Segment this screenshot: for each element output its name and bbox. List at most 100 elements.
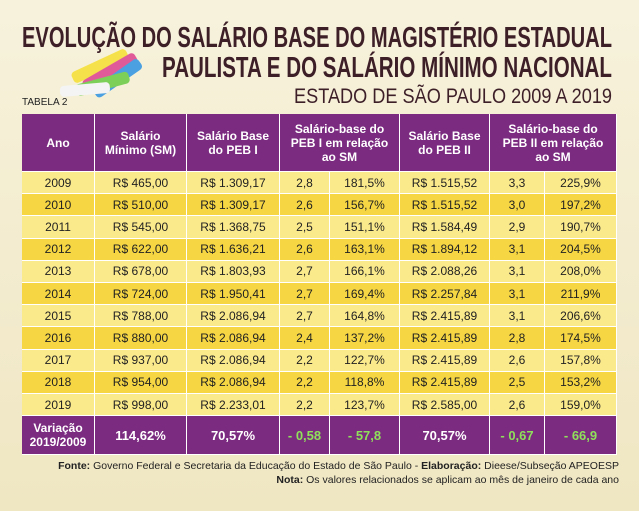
table-label: TABELA 2 xyxy=(22,97,68,108)
table-cell: 2,2 xyxy=(280,394,330,417)
subtitle: ESTADO DE SÃO PAULO 2009 A 2019 xyxy=(294,84,612,108)
title-line: PAULISTA E DO SALÁRIO MÍNIMO NACIONAL xyxy=(162,50,612,84)
table-cell: 206,6% xyxy=(545,305,617,328)
table-cell: 151,1% xyxy=(330,216,400,239)
table-cell: 3,0 xyxy=(490,194,545,217)
table-cell: 2,4 xyxy=(280,327,330,350)
table-cell: 204,5% xyxy=(545,238,617,261)
table-cell: R$ 1.515,52 xyxy=(400,194,490,217)
table-cell: 211,9% xyxy=(545,283,617,306)
table-cell: 2,7 xyxy=(280,260,330,283)
table-cell: R$ 2.086,94 xyxy=(187,305,280,328)
table-cell: 2016 xyxy=(22,327,95,350)
column-header: Salário-base do PEB I em relação ao SM xyxy=(280,114,400,172)
table-cell: 2,9 xyxy=(490,216,545,239)
column-header: Salário-base do PEB II em relação ao SM xyxy=(490,114,617,172)
table-cell: 2015 xyxy=(22,305,95,328)
table-cell: 159,0% xyxy=(545,394,617,417)
table-cell: 3,1 xyxy=(490,305,545,328)
table-cell: 137,2% xyxy=(330,327,400,350)
table-cell: R$ 1.636,21 xyxy=(187,238,280,261)
table-cell: 2,6 xyxy=(280,238,330,261)
footer-source: Fonte: Governo Federal e Secretaria da E… xyxy=(58,460,619,472)
table-cell: R$ 678,00 xyxy=(95,260,187,283)
variation-cell: - 0,67 xyxy=(490,416,545,456)
table-cell: R$ 2.415,89 xyxy=(400,349,490,372)
table-cell: 208,0% xyxy=(545,260,617,283)
table-cell: R$ 724,00 xyxy=(95,283,187,306)
table-cell: R$ 1.894,12 xyxy=(400,238,490,261)
table-cell: R$ 2.585,00 xyxy=(400,394,490,417)
table-cell: 156,7% xyxy=(330,194,400,217)
chalk-icon xyxy=(59,49,142,98)
table-cell: 197,2% xyxy=(545,194,617,217)
table-cell: R$ 1.584,49 xyxy=(400,216,490,239)
table-cell: R$ 2.086,94 xyxy=(187,327,280,350)
text: Governo Federal e Secretaria da Educação… xyxy=(93,460,419,472)
text: Os valores relacionados se aplicam ao mê… xyxy=(306,474,619,486)
table-cell: 169,4% xyxy=(330,283,400,306)
table-cell: 2012 xyxy=(22,238,95,261)
table-cell: 181,5% xyxy=(330,172,400,195)
table-cell: R$ 1.950,41 xyxy=(187,283,280,306)
table-cell: R$ 2.088,26 xyxy=(400,260,490,283)
table-cell: 2,6 xyxy=(490,349,545,372)
variation-cell: 70,57% xyxy=(400,416,490,456)
column-header: Salário Base do PEB II xyxy=(400,114,490,172)
table-cell: 2013 xyxy=(22,260,95,283)
table-cell: R$ 1.515,52 xyxy=(400,172,490,195)
table-cell: 2009 xyxy=(22,172,95,195)
table-cell: 166,1% xyxy=(330,260,400,283)
table-cell: R$ 2.415,89 xyxy=(400,371,490,394)
table-cell: 157,8% xyxy=(545,349,617,372)
table-cell: R$ 1.309,17 xyxy=(187,194,280,217)
label: Elaboração: xyxy=(421,460,482,472)
table-cell: R$ 998,00 xyxy=(95,394,187,417)
table-cell: 2,5 xyxy=(280,216,330,239)
table-cell: R$ 2.233,01 xyxy=(187,394,280,417)
table-cell: R$ 937,00 xyxy=(95,349,187,372)
variation-cell: 70,57% xyxy=(187,416,280,456)
table-cell: R$ 2.086,94 xyxy=(187,371,280,394)
table-cell: 2,5 xyxy=(490,371,545,394)
table-cell: R$ 2.415,89 xyxy=(400,305,490,328)
table-cell: R$ 2.415,89 xyxy=(400,327,490,350)
column-header: Salário Mínimo (SM) xyxy=(95,114,187,172)
table-cell: R$ 1.368,75 xyxy=(187,216,280,239)
column-header: Ano xyxy=(22,114,95,172)
text: Dieese/Subseção APEOESP xyxy=(484,460,619,472)
table-cell: 123,7% xyxy=(330,394,400,417)
table-cell: 2,8 xyxy=(490,327,545,350)
table-cell: 3,1 xyxy=(490,238,545,261)
table-cell: 174,5% xyxy=(545,327,617,350)
table-cell: 2019 xyxy=(22,394,95,417)
table-cell: R$ 465,00 xyxy=(95,172,187,195)
label: Nota: xyxy=(276,474,304,486)
table-cell: 3,1 xyxy=(490,260,545,283)
table-cell: 164,8% xyxy=(330,305,400,328)
column-header: Salário Base do PEB I xyxy=(187,114,280,172)
variation-cell: - 57,8 xyxy=(330,416,400,456)
table-cell: R$ 545,00 xyxy=(95,216,187,239)
table-cell: 163,1% xyxy=(330,238,400,261)
table-cell: R$ 880,00 xyxy=(95,327,187,350)
variation-cell: - 0,58 xyxy=(280,416,330,456)
table-cell: 2,8 xyxy=(280,172,330,195)
table-cell: R$ 1.803,93 xyxy=(187,260,280,283)
footer-note: Nota: Os valores relacionados se aplicam… xyxy=(276,474,619,486)
label: Fonte: xyxy=(58,460,91,472)
table-cell: R$ 1.309,17 xyxy=(187,172,280,195)
table-cell: 2017 xyxy=(22,349,95,372)
table-cell: 153,2% xyxy=(545,371,617,394)
table-cell: 190,7% xyxy=(545,216,617,239)
table-cell: 2,6 xyxy=(280,194,330,217)
table-cell: 2018 xyxy=(22,371,95,394)
table-cell: 3,3 xyxy=(490,172,545,195)
heading: EVOLUÇÃO DO SALÁRIO BASE DO MAGISTÉRIO E… xyxy=(22,20,612,108)
table-cell: 2,7 xyxy=(280,283,330,306)
table-cell: R$ 954,00 xyxy=(95,371,187,394)
table-cell: 2010 xyxy=(22,194,95,217)
table-cell: 225,9% xyxy=(545,172,617,195)
table-cell: 2,6 xyxy=(490,394,545,417)
